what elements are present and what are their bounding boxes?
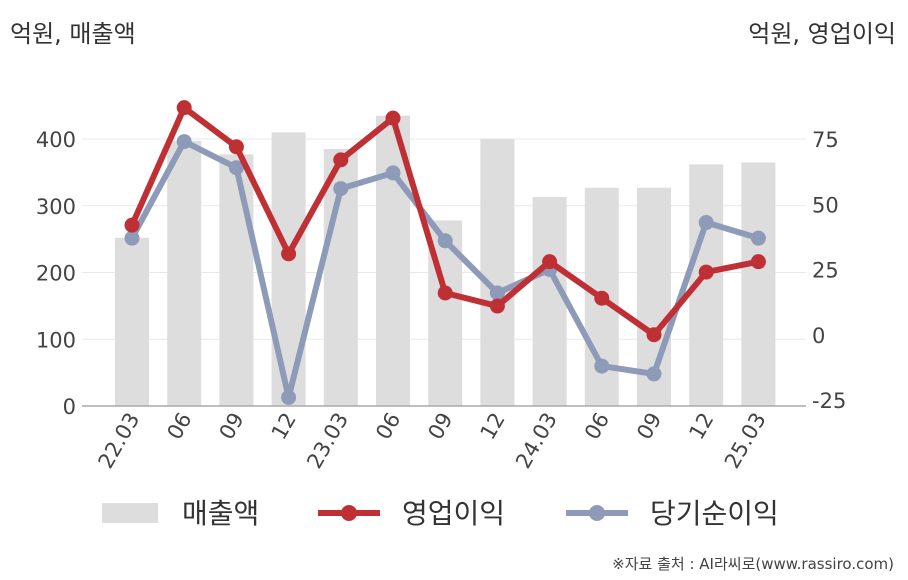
net-income-point — [437, 233, 453, 249]
x-tick-label: 12 — [684, 409, 718, 444]
net-income-point — [385, 165, 401, 181]
legend-net-income-label: 당기순이익 — [650, 497, 779, 530]
x-tick-label: 24.03 — [511, 409, 562, 473]
net-income-point — [750, 230, 766, 246]
revenue-bar — [480, 139, 515, 406]
x-tick-label: 12 — [267, 409, 301, 444]
x-tick-label: 23.03 — [302, 409, 353, 473]
left-tick-label: 400 — [36, 128, 76, 152]
left-tick-label: 100 — [36, 328, 76, 352]
net-income-point — [228, 160, 244, 176]
right-tick-label: 50 — [812, 193, 839, 217]
left-tick-label: 300 — [36, 195, 76, 219]
operating-profit-point — [750, 254, 766, 270]
x-tick-label: 06 — [371, 409, 405, 444]
net-income-point — [489, 285, 505, 301]
right-tick-label: -25 — [812, 389, 846, 413]
net-income-point — [281, 389, 297, 405]
x-tick-label: 25.03 — [720, 409, 771, 473]
operating-profit-point — [176, 100, 192, 116]
x-tick-label: 06 — [162, 409, 196, 444]
legend-operating-profit-marker — [341, 505, 357, 521]
right-tick-label: 0 — [812, 324, 825, 348]
operating-profit-point — [542, 254, 558, 270]
right-axis-unit: 억원, 영업이익 — [748, 20, 896, 48]
legend-net-income-marker — [589, 505, 605, 521]
revenue-bar — [219, 154, 254, 406]
left-axis-unit: 억원, 매출액 — [10, 20, 136, 48]
legend-revenue-label: 매출액 — [182, 497, 259, 530]
revenue-bar — [271, 132, 306, 406]
operating-profit-point — [437, 285, 453, 301]
net-income-point — [646, 366, 662, 382]
x-tick-label: 06 — [580, 409, 614, 444]
operating-profit-point — [124, 217, 140, 233]
operating-profit-point — [281, 246, 297, 262]
operating-profit-point — [228, 139, 244, 155]
revenue-bar — [167, 141, 202, 406]
x-tick-label: 22.03 — [93, 409, 144, 473]
right-tick-label: 75 — [812, 128, 839, 152]
x-tick-label: 09 — [215, 409, 249, 444]
right-tick-label: 25 — [812, 259, 839, 283]
revenue-bar — [532, 197, 567, 406]
net-income-point — [333, 181, 349, 197]
operating-profit-point — [646, 327, 662, 343]
x-tick-label: 09 — [632, 409, 666, 444]
x-tick-label: 09 — [423, 409, 457, 444]
left-tick-label: 0 — [63, 395, 76, 419]
operating-profit-point — [594, 290, 610, 306]
x-tick-label: 12 — [476, 409, 510, 444]
operating-profit-point — [698, 264, 714, 280]
revenue-bar — [115, 237, 149, 406]
operating-profit-point — [489, 298, 505, 314]
source-note: ※자료 출처 : AI라씨로(www.rassiro.com) — [612, 555, 894, 573]
operating-profit-point — [385, 110, 401, 126]
left-tick-label: 200 — [36, 262, 76, 286]
net-income-point — [594, 358, 610, 374]
legend-revenue-swatch — [102, 503, 158, 523]
operating-profit-point — [333, 152, 349, 168]
revenue-bar — [741, 162, 776, 406]
net-income-point — [124, 230, 140, 246]
net-income-point — [698, 215, 714, 231]
legend-operating-profit-label: 영업이익 — [402, 497, 505, 530]
net-income-point — [176, 134, 192, 150]
